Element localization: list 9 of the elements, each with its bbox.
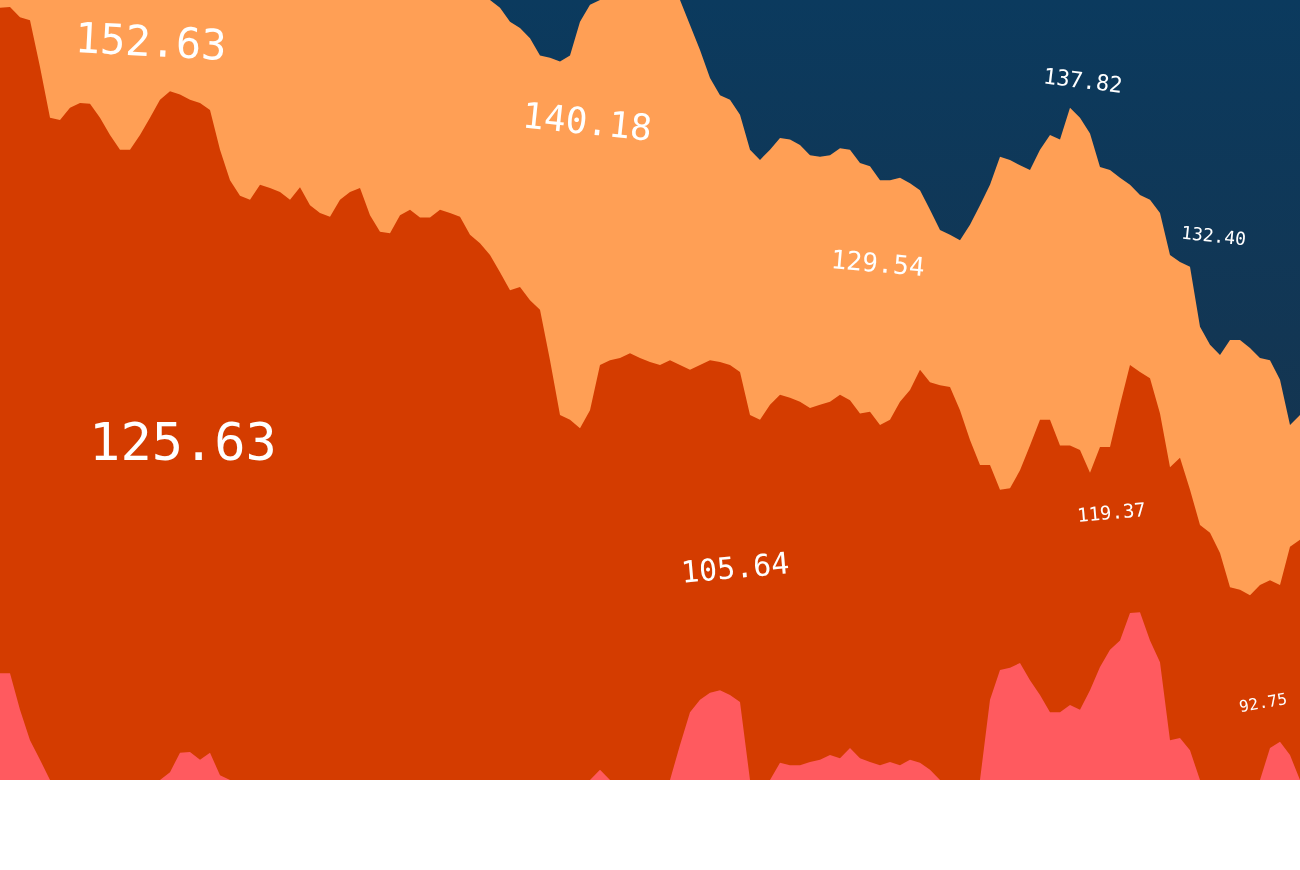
- annotation: 129.54: [829, 244, 926, 283]
- annotation: 140.18: [520, 94, 655, 149]
- annotation: 125.63: [89, 412, 277, 472]
- annotation: 92.75: [1237, 689, 1289, 717]
- annotation: 137.82: [1041, 63, 1124, 98]
- annotation: 119.37: [1076, 498, 1147, 526]
- annotation: 132.40: [1180, 221, 1248, 250]
- annotation: 105.64: [679, 545, 791, 590]
- annotation: 152.63: [73, 13, 228, 70]
